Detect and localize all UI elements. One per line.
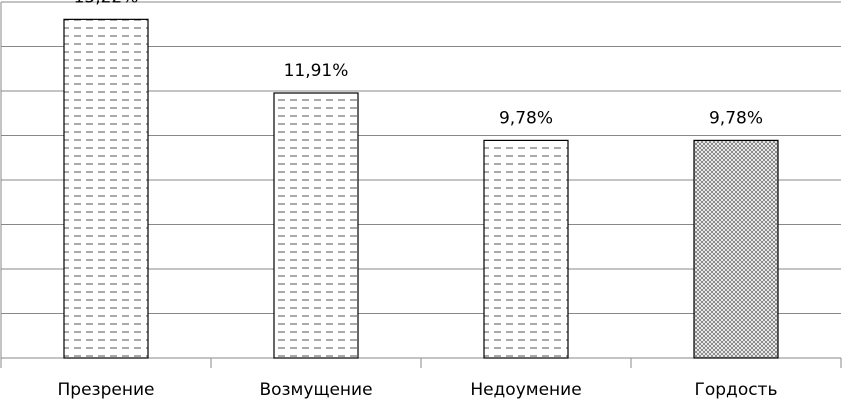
value-label: 15,22% [74,0,139,7]
x-tick-label: Возмущение [259,380,372,400]
value-label: 9,78% [499,108,553,128]
value-label: 11,91% [284,61,349,81]
value-label: 9,78% [709,108,763,128]
bar [63,18,149,359]
x-tick-label: Гордость [695,380,778,400]
bar [483,139,569,359]
x-tick-label: Презрение [58,380,155,400]
bar [693,139,779,359]
bar [273,92,359,359]
x-tick-label: Недоумение [470,380,581,400]
